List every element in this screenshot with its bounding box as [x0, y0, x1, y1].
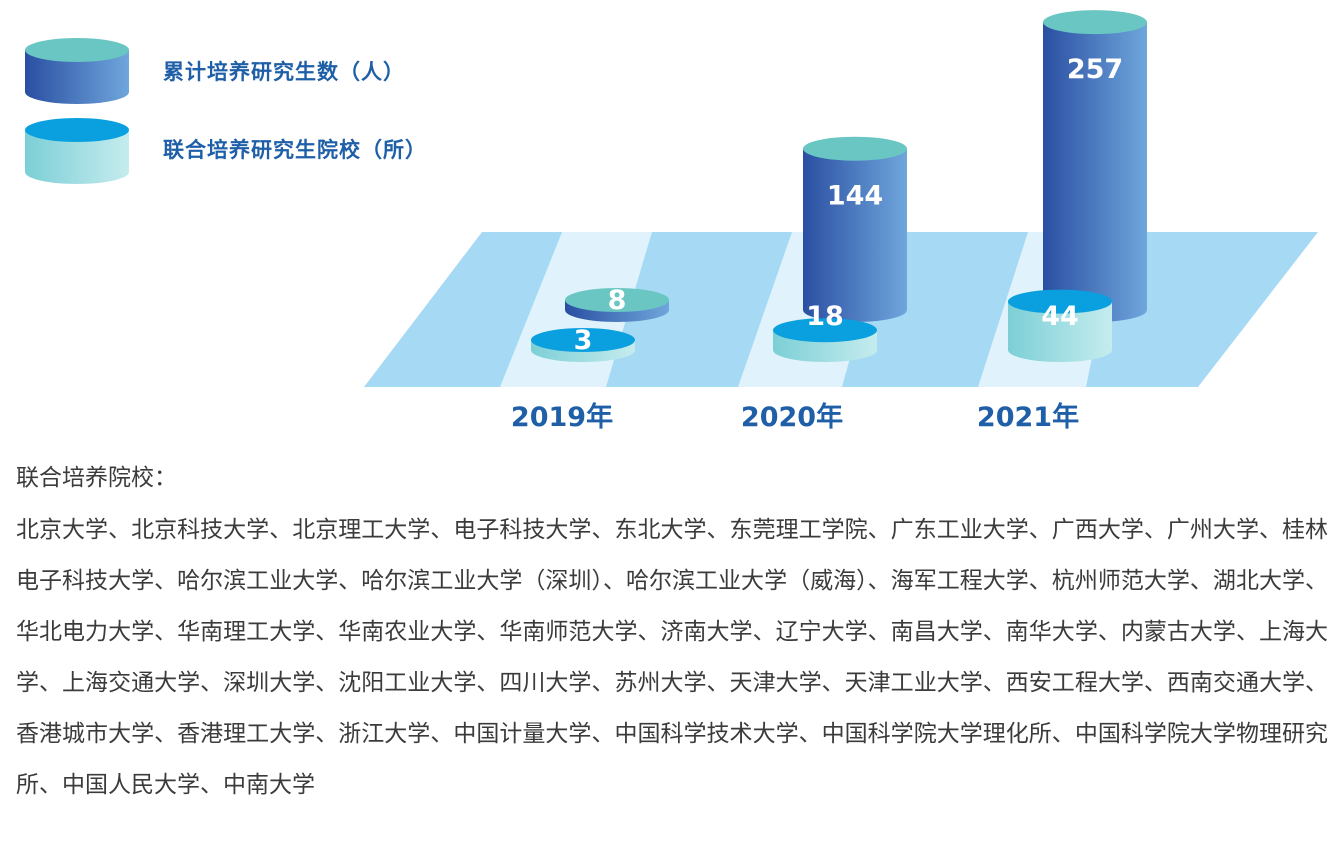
category-label-2: 2021年: [977, 401, 1079, 433]
data-label-graduates-2: 257: [1067, 54, 1123, 85]
bar-graduates-2: [1043, 10, 1147, 322]
bar-graduates-1-top: [803, 136, 907, 161]
bar-institutions-0-top: [531, 328, 635, 352]
chart-canvas: 8 144 257 3 18 44 2019年 2020年 2021年: [25, 10, 1318, 433]
bar-institutions-0: [531, 328, 635, 362]
bar-institutions-1-top: [773, 318, 877, 343]
bar-graduates-2-body: [1043, 22, 1147, 322]
bar-institutions-1: [773, 318, 877, 362]
bar-graduates-0: [565, 288, 669, 322]
bar-institutions-2-top: [1008, 289, 1112, 314]
bar-institutions-2-body: [1008, 301, 1112, 362]
bar-institutions-2: [1008, 289, 1112, 362]
category-label-1: 2020年: [741, 401, 843, 433]
legend-label-joint-institutions: 联合培养研究生院校（所）: [163, 138, 427, 162]
legend-label-cumulative-graduates: 累计培养研究生数（人）: [163, 60, 405, 84]
legend-swatch-cumulative-graduates: [25, 38, 129, 104]
category-label-0: 2019年: [511, 401, 613, 433]
bar-graduates-1-body: [803, 148, 907, 322]
data-label-graduates-0: 8: [608, 285, 627, 316]
data-label-institutions-1: 18: [806, 301, 844, 332]
joint-institutions-list: 北京大学、北京科技大学、北京理工大学、电子科技大学、东北大学、东莞理工学院、广东…: [16, 517, 1328, 798]
bar-graduates-2-top: [1043, 10, 1147, 35]
bar-graduates-0-top: [565, 288, 669, 312]
data-label-institutions-0: 3: [574, 325, 593, 356]
data-label-institutions-2: 44: [1041, 301, 1079, 332]
joint-institutions-heading: 联合培养院校：: [16, 465, 177, 491]
data-label-graduates-1: 144: [827, 181, 883, 212]
bar-graduates-1: [803, 136, 907, 322]
legend-swatch-joint-institutions: [25, 118, 129, 184]
